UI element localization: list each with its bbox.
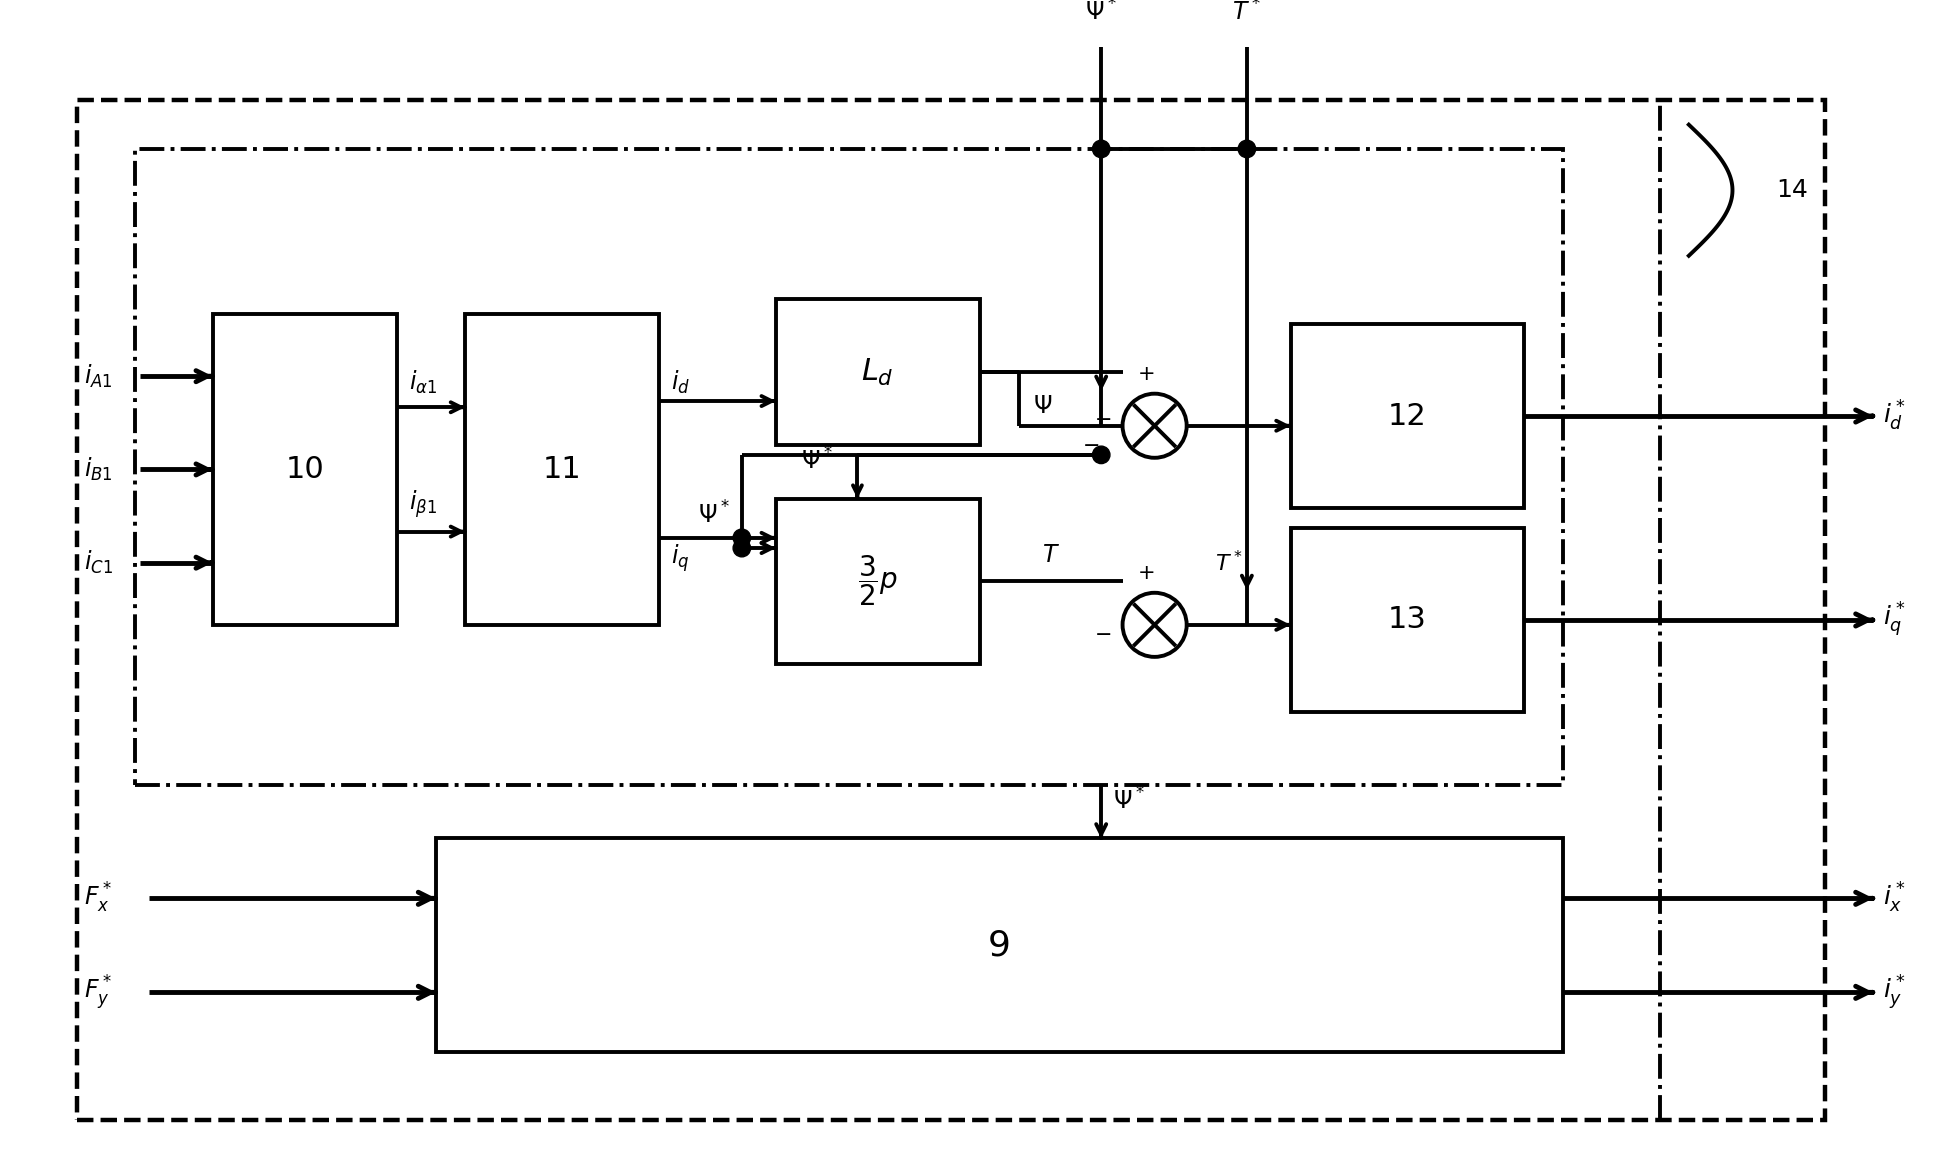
Text: $\Psi^*$: $\Psi^*$ — [1113, 787, 1144, 815]
Text: $T^*$: $T^*$ — [1214, 551, 1242, 575]
Text: $i_q$: $i_q$ — [671, 542, 689, 575]
Text: $i_d$: $i_d$ — [671, 369, 691, 396]
Bar — [776, 299, 979, 445]
Text: $F_y^*$: $F_y^*$ — [84, 974, 113, 1012]
Text: $\Psi^*$: $\Psi^*$ — [699, 502, 730, 529]
Text: 14: 14 — [1777, 178, 1808, 202]
Text: $i_{A1}$: $i_{A1}$ — [84, 363, 113, 389]
Circle shape — [1092, 446, 1109, 464]
Text: 9: 9 — [989, 928, 1010, 962]
Text: +: + — [1138, 364, 1156, 384]
Text: $-$: $-$ — [1094, 622, 1111, 642]
Text: $\Psi^*$: $\Psi^*$ — [802, 447, 833, 474]
Text: $i_{\alpha 1}$: $i_{\alpha 1}$ — [409, 369, 438, 395]
Text: 13: 13 — [1387, 605, 1426, 634]
Bar — [776, 498, 979, 664]
Text: $i_y^*$: $i_y^*$ — [1884, 974, 1905, 1012]
Text: $i_x^*$: $i_x^*$ — [1884, 881, 1905, 916]
Text: 10: 10 — [286, 455, 325, 484]
Circle shape — [1092, 140, 1109, 158]
Bar — [436, 838, 1563, 1052]
Bar — [465, 314, 660, 625]
Bar — [1290, 527, 1524, 713]
Text: $T$: $T$ — [1043, 542, 1061, 567]
Text: $\dfrac{3}{2}p$: $\dfrac{3}{2}p$ — [858, 554, 897, 608]
Text: $\Psi^*$: $\Psi^*$ — [1086, 0, 1117, 25]
Text: $i_d^*$: $i_d^*$ — [1884, 399, 1905, 433]
Text: $L_d$: $L_d$ — [862, 357, 893, 388]
Text: $-$: $-$ — [1094, 408, 1111, 428]
Text: $F_x^*$: $F_x^*$ — [84, 881, 113, 916]
Text: $i_{\beta 1}$: $i_{\beta 1}$ — [409, 488, 436, 520]
Circle shape — [1238, 140, 1255, 158]
Circle shape — [734, 539, 751, 556]
Text: $-$: $-$ — [1082, 433, 1099, 453]
Text: $i_{C1}$: $i_{C1}$ — [84, 549, 113, 576]
Text: +: + — [1138, 563, 1156, 583]
Text: 12: 12 — [1387, 401, 1426, 430]
Text: $\Psi$: $\Psi$ — [1033, 394, 1053, 418]
Text: 11: 11 — [543, 455, 582, 484]
Bar — [212, 314, 397, 625]
Text: $T^*$: $T^*$ — [1232, 0, 1261, 25]
Circle shape — [734, 529, 751, 547]
Bar — [134, 150, 1563, 785]
Text: $i_q^*$: $i_q^*$ — [1884, 600, 1905, 640]
Text: $i_{B1}$: $i_{B1}$ — [84, 455, 113, 483]
Bar — [1290, 323, 1524, 509]
